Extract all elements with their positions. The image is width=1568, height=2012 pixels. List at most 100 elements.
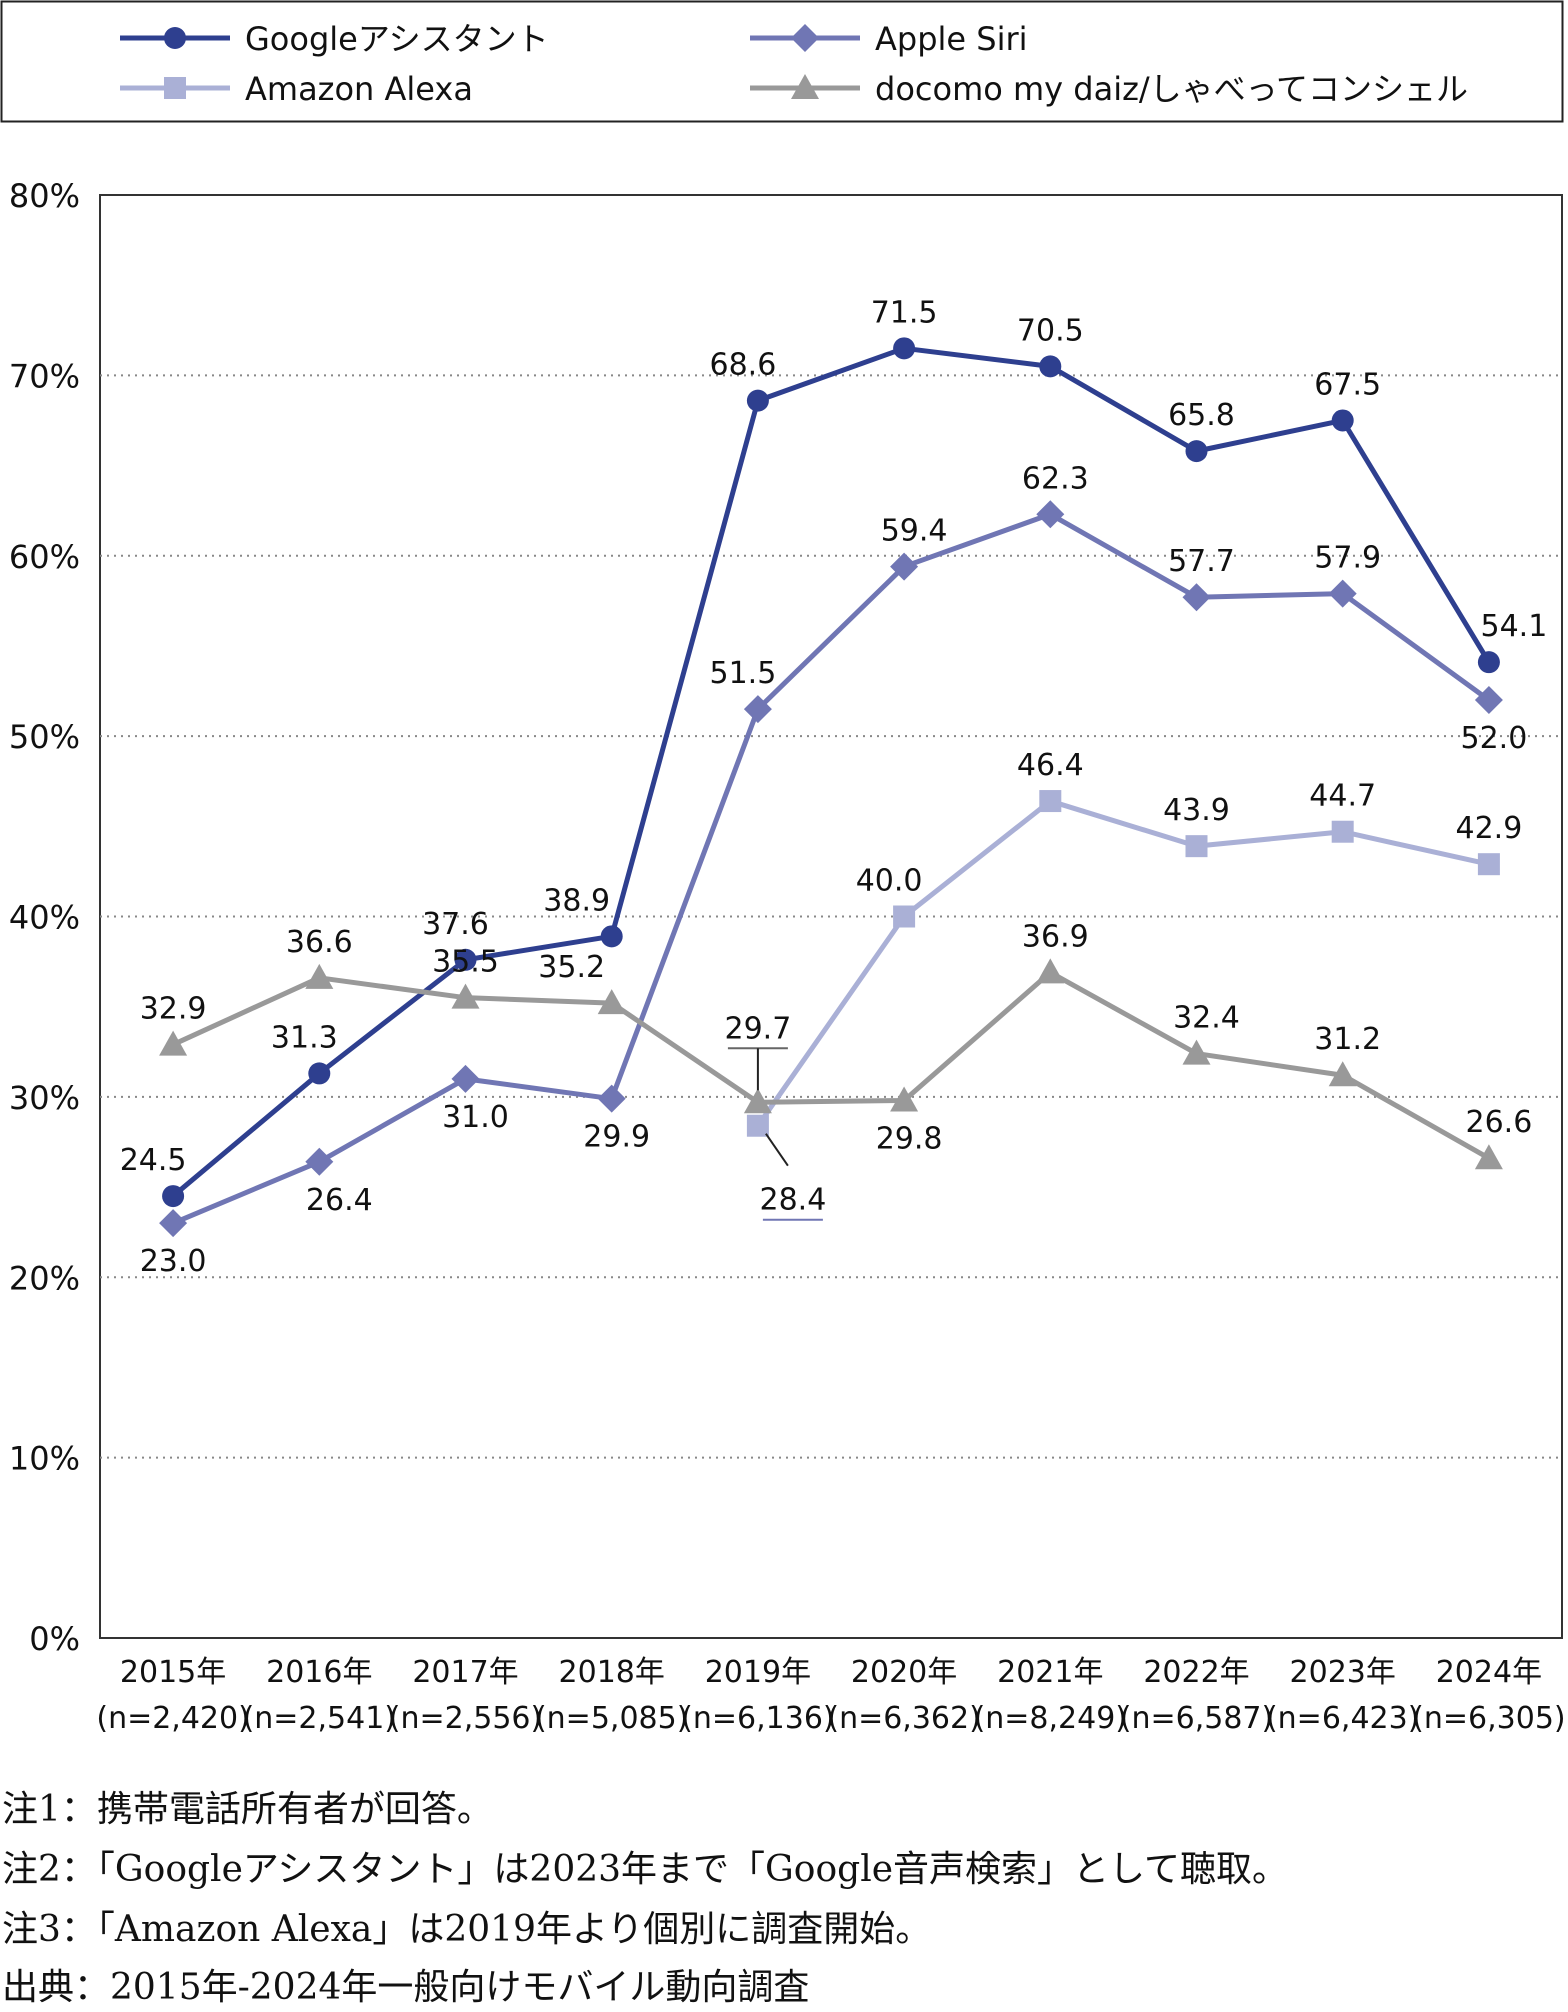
data-label: 57.9	[1314, 541, 1381, 576]
data-label: 71.5	[871, 295, 938, 330]
data-point-square	[1477, 853, 1500, 876]
data-point-diamond	[159, 1209, 188, 1238]
y-tick-label: 30%	[9, 1079, 80, 1117]
data-label: 57.7	[1168, 544, 1235, 579]
y-tick-label: 40%	[9, 899, 80, 937]
data-label: 62.3	[1022, 461, 1089, 496]
x-tick-label: 2016年	[266, 1655, 372, 1690]
data-label: 36.6	[286, 925, 353, 960]
series-line-triangle	[172, 969, 1491, 1161]
data-label: 32.9	[140, 992, 207, 1027]
y-tick-label: 0%	[29, 1620, 80, 1658]
data-label: 23.0	[140, 1244, 207, 1279]
data-point-circle	[308, 1062, 331, 1085]
plot-area: 0% 10% 20% 30% 40% 50% 60% 70% 80% 2015年 (n=2,420)…	[9, 177, 1566, 1736]
data-point-diamond	[597, 1084, 626, 1113]
data-label: 38.9	[543, 883, 610, 918]
x-tick-label: 2021年	[997, 1655, 1103, 1690]
y-tick-label: 50%	[9, 718, 80, 756]
data-label: 29.8	[876, 1121, 943, 1156]
data-point-circle	[162, 1185, 185, 1208]
note-3: 注3：「Amazon Alexa」は2019年より個別に調査開始。	[2, 1909, 932, 1950]
legend-label: Amazon Alexa	[245, 70, 473, 108]
data-point-square	[1331, 820, 1354, 843]
data-point-triangle	[1182, 1039, 1211, 1065]
data-point-triangle	[159, 1030, 188, 1056]
x-sample-label: (n=6,305)	[1412, 1701, 1565, 1736]
data-point-square	[746, 1114, 769, 1137]
data-point-circle	[1477, 651, 1500, 674]
callout-leader-alexa	[765, 1133, 789, 1167]
data-label: 54.1	[1481, 609, 1548, 644]
series-line-circle	[171, 345, 1492, 1198]
x-tick-label: 2018年	[559, 1655, 665, 1690]
x-sample-label: (n=2,541)	[243, 1701, 396, 1736]
x-sample-label: (n=2,420)	[96, 1701, 249, 1736]
data-point-circle	[1185, 440, 1208, 463]
data-label: 31.2	[1314, 1022, 1381, 1057]
x-sample-label: (n=6,587)	[1120, 1701, 1273, 1736]
data-label: 29.9	[583, 1120, 650, 1155]
legend-frame	[0, 0, 1564, 123]
legend-label: Googleアシスタント	[245, 20, 549, 58]
legend-marker-diamond	[791, 24, 819, 52]
legend: Googleアシスタント Apple Siri Amazon Alexa docomo…	[0, 0, 1564, 123]
data-point-circle	[600, 925, 623, 948]
data-point-triangle	[597, 989, 626, 1015]
x-sample-label: (n=6,362)	[827, 1701, 980, 1736]
data-label: 32.4	[1173, 1001, 1240, 1036]
note-2: 注2：「Googleアシスタント」は2023年まで「Google音声検索」として…	[2, 1849, 1288, 1890]
x-tick-label: 2023年	[1290, 1655, 1396, 1690]
x-tick-label: 2019年	[705, 1655, 811, 1690]
data-label: 51.5	[710, 656, 777, 691]
data-label: 40.0	[856, 864, 923, 899]
x-tick-label: 2015年	[120, 1655, 226, 1690]
y-tick-label: 70%	[9, 357, 80, 395]
line-chart: Googleアシスタント Apple Siri Amazon Alexa docomo…	[0, 0, 1566, 1736]
data-label: 35.2	[538, 950, 605, 985]
data-label: 26.6	[1466, 1105, 1533, 1140]
series-line-diamond	[172, 511, 1491, 1226]
legend-marker-square	[164, 77, 186, 99]
y-tick-label: 20%	[9, 1259, 80, 1297]
data-point-square	[1185, 835, 1208, 858]
data-point-circle	[893, 337, 916, 360]
x-tick-label: 2020年	[851, 1655, 957, 1690]
data-point-diamond	[743, 695, 772, 724]
data-label: 59.4	[881, 514, 948, 549]
data-label: 29.7	[725, 1011, 792, 1046]
data-point-diamond	[451, 1064, 480, 1093]
data-point-circle	[1331, 409, 1354, 432]
legend-label: Apple Siri	[875, 20, 1028, 58]
data-label: 31.0	[442, 1100, 509, 1135]
data-point-triangle	[890, 1086, 919, 1112]
data-point-circle	[746, 389, 769, 412]
y-tick-label: 80%	[9, 177, 80, 215]
data-label: 46.4	[1017, 748, 1084, 783]
data-label: 42.9	[1456, 811, 1523, 846]
data-point-triangle	[1328, 1061, 1357, 1087]
data-point-diamond	[1182, 583, 1211, 612]
data-point-triangle	[451, 983, 480, 1009]
data-point-diamond	[890, 552, 919, 581]
data-point-circle	[1039, 355, 1062, 378]
data-point-diamond	[1328, 579, 1357, 608]
data-label: 68.6	[710, 348, 777, 383]
y-tick-label: 60%	[9, 538, 80, 576]
data-label: 52.0	[1461, 721, 1528, 756]
x-tick-label: 2024年	[1436, 1655, 1542, 1690]
data-point-square	[893, 905, 916, 928]
data-label: 36.9	[1022, 919, 1089, 954]
data-label: 31.3	[271, 1020, 338, 1055]
data-point-diamond	[305, 1147, 334, 1176]
series-line-square	[755, 798, 1490, 1128]
x-tick-label: 2017年	[412, 1655, 518, 1690]
data-label: 65.8	[1168, 398, 1235, 433]
note-1: 注1：携帯電話所有者が回答。	[2, 1789, 493, 1830]
source-note: 出典：2015年-2024年一般向けモバイル動向調査	[2, 1967, 810, 2008]
data-label: 70.5	[1017, 313, 1084, 348]
x-sample-label: (n=2,556)	[389, 1701, 542, 1736]
x-sample-label: (n=6,423)	[1266, 1701, 1419, 1736]
data-point-triangle	[743, 1088, 772, 1114]
legend-label: docomo my daiz/しゃべってコンシェル	[875, 70, 1468, 108]
